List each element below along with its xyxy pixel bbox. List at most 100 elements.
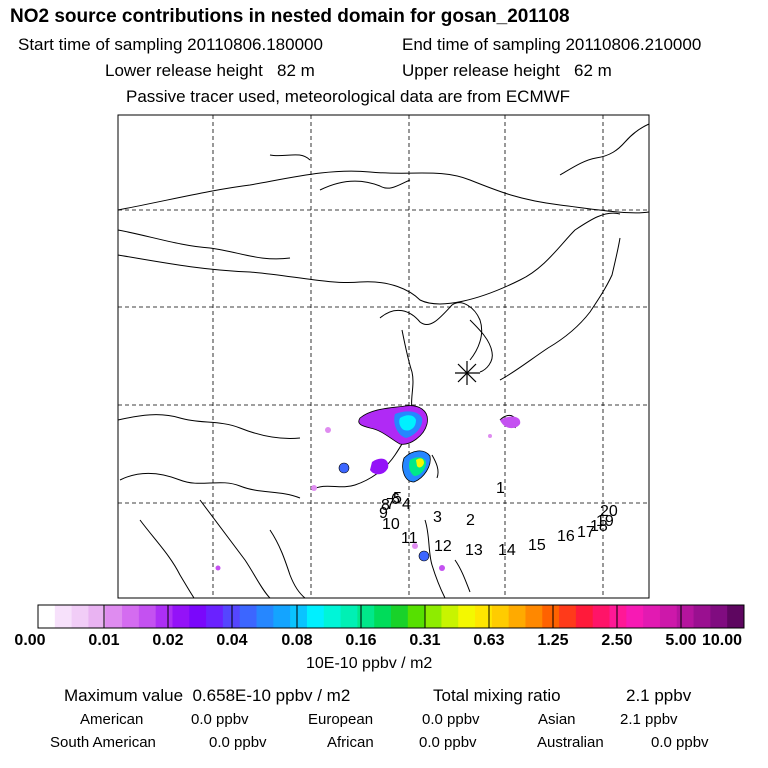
trajectory-label-2: 2 xyxy=(466,512,475,529)
australian-value: 0.0 ppbv xyxy=(651,734,709,751)
trajectory-label-7: 7 xyxy=(386,496,395,513)
south-american-value: 0.0 ppbv xyxy=(209,734,267,751)
american-label: American xyxy=(80,711,144,728)
trajectory-label-8: 8 xyxy=(381,497,390,514)
map-frame xyxy=(117,114,650,599)
colorbar-cell xyxy=(458,605,476,628)
colorbar-tick-label: 5.00 xyxy=(665,632,697,649)
total-mixing-value: 2.1 ppbv xyxy=(626,686,692,705)
lower-release-label: Lower release height 82 m xyxy=(105,61,315,80)
colorbar-border xyxy=(37,604,745,629)
colorbar-cell xyxy=(155,605,173,628)
trajectory-label-11: 11 xyxy=(401,530,418,547)
african-value: 0.0 ppbv xyxy=(419,734,477,751)
colorbar-cell xyxy=(609,605,627,628)
colorbar-cell xyxy=(122,605,140,628)
lat-lon-gridlines xyxy=(118,115,649,598)
colorbar-tick-label: 2.50 xyxy=(601,632,633,649)
colorbar-cell xyxy=(206,605,224,628)
asian-label: Asian xyxy=(538,711,576,728)
colorbar-cell xyxy=(105,605,123,628)
colorbar-cell xyxy=(88,605,106,628)
start-time-label: Start time of sampling 20110806.180000 xyxy=(18,35,323,54)
colorbar-cell xyxy=(659,605,678,628)
method-note: Passive tracer used, meteorological data… xyxy=(126,87,571,106)
colorbar-tick-label: 0.08 xyxy=(281,632,313,649)
colorbar-cell xyxy=(491,605,510,628)
colorbar-tick-label: 0.00 xyxy=(14,632,46,649)
colorbar-tick-label: 0.04 xyxy=(216,632,248,649)
colorbar-cell xyxy=(306,605,325,628)
colorbar-cell xyxy=(710,605,728,628)
coastlines-and-borders xyxy=(117,123,650,599)
concentration-plumes xyxy=(215,405,521,571)
australian-label: Australian xyxy=(537,734,604,751)
south-american-label: South American xyxy=(50,734,156,751)
trajectory-label-12: 12 xyxy=(434,538,452,555)
colorbar-cell xyxy=(273,605,291,628)
colorbar-cell xyxy=(542,605,560,628)
colorbar-tick-label: 0.31 xyxy=(409,632,441,649)
colorbar-cell xyxy=(693,605,711,628)
colorbar-cell xyxy=(391,605,409,628)
colorbar-cell xyxy=(54,605,73,628)
colorbar-cell xyxy=(189,605,207,628)
max-value-text: Maximum value 0.658E-10 ppbv / m2 xyxy=(64,686,351,705)
african-label: African xyxy=(327,734,374,751)
colorbar-cell xyxy=(643,605,661,628)
colorbar-cell xyxy=(575,605,594,628)
colorbar-cell xyxy=(727,605,745,628)
end-time-label: End time of sampling 20110806.210000 xyxy=(402,35,702,54)
colorbar-tick-label: 0.63 xyxy=(473,632,505,649)
trajectory-label-18: 18 xyxy=(590,518,608,535)
colorbar-cell xyxy=(172,605,190,628)
colorbar-tick-label: 0.02 xyxy=(152,632,184,649)
colorbar-cell xyxy=(592,605,611,628)
trajectory-label-6: 6 xyxy=(391,491,400,508)
trajectory-label-1: 1 xyxy=(496,480,505,497)
colorbar-cell xyxy=(323,605,342,628)
colorbar-tick-label: 10.00 xyxy=(701,632,743,649)
colorbar-cell xyxy=(374,605,392,628)
european-label: European xyxy=(308,711,374,728)
colorbar-cell xyxy=(508,605,526,628)
colorbar-cell xyxy=(407,605,426,628)
trajectory-label-14: 14 xyxy=(498,542,516,559)
receptor-marker-asterisk xyxy=(455,361,480,385)
colorbar-cell xyxy=(559,605,577,628)
colorbar-cell xyxy=(138,605,157,628)
colorbar-cells xyxy=(37,605,745,628)
trajectory-label-5: 5 xyxy=(393,490,402,507)
asian-value: 2.1 ppbv xyxy=(620,711,678,728)
colorbar-cell xyxy=(340,605,358,628)
trajectory-label-17: 17 xyxy=(577,524,595,541)
colorbar-cell xyxy=(71,605,89,628)
colorbar-cell xyxy=(676,605,695,628)
colorbar-cell xyxy=(256,605,274,628)
trajectory-label-9: 9 xyxy=(379,505,388,522)
trajectory-label-10: 10 xyxy=(382,516,400,533)
total-mixing-label: Total mixing ratio xyxy=(433,686,561,705)
colorbar-cell xyxy=(475,605,493,628)
colorbar-cell xyxy=(357,605,375,628)
colorbar-cell xyxy=(290,605,308,628)
colorbar-cell xyxy=(441,605,459,628)
colorbar-cell xyxy=(525,605,543,628)
colorbar-cell xyxy=(424,605,442,628)
trajectory-label-20: 20 xyxy=(600,503,618,520)
trajectory-label-19: 19 xyxy=(596,513,614,530)
american-value: 0.0 ppbv xyxy=(191,711,249,728)
plot-title: NO2 source contributions in nested domai… xyxy=(10,6,570,27)
colorbar-tick-label: 0.16 xyxy=(345,632,377,649)
trajectory-label-16: 16 xyxy=(557,528,575,545)
colorbar-tick-label: 0.01 xyxy=(88,632,120,649)
upper-release-label: Upper release height 62 m xyxy=(402,61,612,80)
colorbar-cell xyxy=(626,605,644,628)
colorbar-cell xyxy=(239,605,258,628)
european-value: 0.0 ppbv xyxy=(422,711,480,728)
trajectory-label-3: 3 xyxy=(433,509,442,526)
trajectory-label-4: 4 xyxy=(402,496,411,513)
colorbar-tick-label: 1.25 xyxy=(537,632,569,649)
